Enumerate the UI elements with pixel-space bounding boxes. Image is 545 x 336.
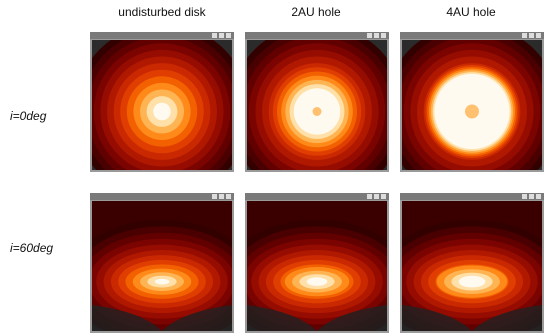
window-button [536, 33, 541, 38]
simulation-window [90, 193, 234, 333]
window-button [219, 194, 224, 199]
title-bar [90, 32, 234, 39]
column-label: 4AU hole [446, 5, 496, 19]
disk-image [402, 40, 542, 170]
shadow [92, 305, 162, 331]
title-bar [400, 32, 544, 39]
row-label: i=60deg [10, 241, 53, 255]
shadow [162, 305, 232, 331]
window-button [536, 194, 541, 199]
shadow [247, 305, 317, 331]
window-button [381, 33, 386, 38]
shadow [472, 305, 542, 331]
window-button [529, 194, 534, 199]
simulation-window [245, 193, 389, 333]
window-button [367, 33, 372, 38]
simulation-window [400, 193, 544, 333]
title-bar [245, 32, 389, 39]
title-bar [245, 193, 389, 200]
window-button [219, 33, 224, 38]
inner-hole [312, 107, 322, 116]
simulation-window [245, 32, 389, 172]
inner-hole [465, 104, 479, 119]
window-button [212, 194, 217, 199]
intensity-contour [154, 278, 170, 285]
window-button [381, 194, 386, 199]
disk-image [92, 201, 232, 331]
window-button [212, 33, 217, 38]
title-bar [400, 193, 544, 200]
window-button [529, 33, 534, 38]
intensity-contour [153, 102, 171, 121]
shadow [317, 305, 387, 331]
simulation-window [400, 32, 544, 172]
column-label: 2AU hole [291, 5, 341, 19]
window-button [226, 194, 231, 199]
disk-image [247, 40, 387, 170]
window-button [374, 33, 379, 38]
column-label: undisturbed disk [118, 5, 206, 19]
window-button [226, 33, 231, 38]
shadow [402, 305, 472, 331]
row-label: i=0deg [10, 109, 47, 123]
title-bar [90, 193, 234, 200]
intensity-contour [458, 275, 486, 288]
intensity-contour [306, 277, 328, 286]
window-button [367, 194, 372, 199]
disk-image [402, 201, 542, 331]
simulation-window [90, 32, 234, 172]
window-button [522, 33, 527, 38]
window-button [374, 194, 379, 199]
disk-image [92, 40, 232, 170]
window-button [522, 194, 527, 199]
disk-image [247, 201, 387, 331]
